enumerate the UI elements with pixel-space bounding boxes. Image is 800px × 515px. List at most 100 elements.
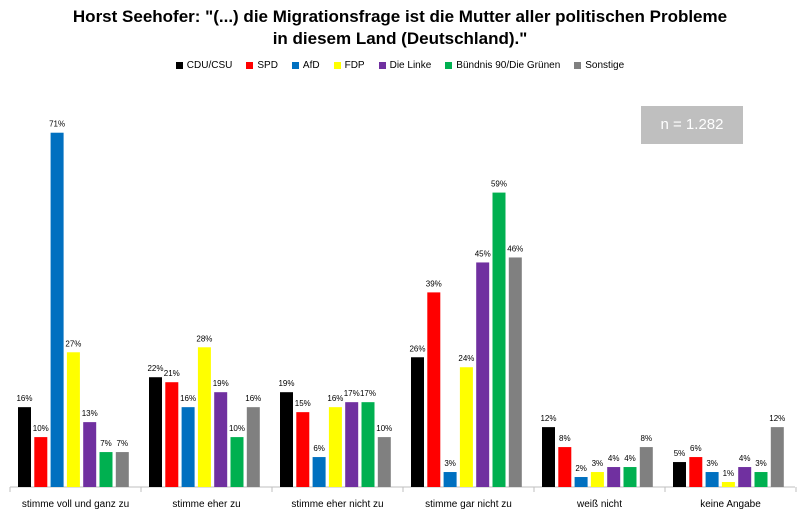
legend-item-4: Die Linke (378, 60, 431, 71)
data-label-5-1: 6% (690, 444, 702, 453)
legend-item-6: Sonstige (574, 60, 624, 71)
bar-3-6 (508, 257, 522, 487)
bar-5-3 (721, 482, 735, 487)
data-label-5-3: 1% (723, 469, 735, 478)
legend-swatch-6 (574, 62, 582, 69)
data-label-1-2: 16% (180, 394, 196, 403)
bar-3-1 (427, 292, 441, 487)
data-label-5-0: 5% (674, 449, 686, 458)
legend-item-0: CDU/CSU (175, 60, 233, 71)
bar-3-4 (476, 262, 490, 487)
bar-5-6 (770, 427, 784, 487)
bar-1-0 (149, 377, 162, 487)
data-label-2-3: 16% (327, 394, 343, 403)
data-label-1-4: 19% (213, 379, 229, 388)
data-label-1-6: 16% (245, 394, 261, 403)
bar-2-1 (296, 412, 310, 487)
bar-5-2 (705, 472, 719, 487)
category-label-1: stimme eher zu (172, 499, 240, 510)
data-label-1-3: 28% (196, 334, 212, 343)
bar-1-1 (165, 382, 179, 487)
bar-3-3 (459, 367, 473, 487)
data-label-4-4: 4% (608, 454, 620, 463)
data-label-5-2: 3% (706, 459, 718, 468)
legend-item-2: AfD (291, 60, 320, 71)
bar-2-0 (280, 392, 293, 487)
bar-5-5 (754, 472, 768, 487)
data-label-4-2: 2% (575, 464, 587, 473)
bar-1-5 (230, 437, 244, 487)
data-label-1-5: 10% (229, 424, 245, 433)
bar-3-0 (411, 357, 424, 487)
data-label-5-6: 12% (769, 414, 785, 423)
data-label-0-3: 27% (65, 339, 81, 348)
data-label-1-0: 22% (147, 364, 163, 373)
data-label-0-5: 7% (100, 439, 112, 448)
bar-2-6 (377, 437, 391, 487)
legend-label-5: Bündnis 90/Die Grünen (456, 60, 561, 71)
data-label-3-2: 3% (444, 459, 456, 468)
data-label-3-4: 45% (475, 249, 491, 258)
legend-label-2: AfD (302, 60, 320, 71)
data-label-2-4: 17% (344, 389, 360, 398)
category-label-4: weiß nicht (576, 499, 622, 510)
category-label-0: stimme voll und ganz zu (22, 499, 129, 510)
bar-4-4 (607, 467, 621, 487)
legend-swatch-5 (445, 62, 453, 69)
data-label-5-5: 3% (755, 459, 767, 468)
bar-1-3 (197, 347, 211, 487)
data-label-4-5: 4% (624, 454, 636, 463)
chart-title-line-2: in diesem Land (Deutschland)." (272, 29, 528, 48)
bar-0-1 (34, 437, 48, 487)
data-label-4-0: 12% (540, 414, 556, 423)
legend: CDU/CSU SPD AfD FDP Die Linke Bündnis 90/Die … (0, 60, 800, 71)
legend-swatch-4 (378, 62, 386, 69)
bar-1-4 (214, 392, 228, 487)
bar-0-2 (50, 132, 64, 487)
bar-3-5 (492, 192, 506, 487)
chart-title: Horst Seehofer: "(...) die Migrationsfra… (0, 6, 800, 50)
data-label-0-4: 13% (82, 409, 98, 418)
bar-0-0 (18, 407, 31, 487)
bar-3-2 (443, 472, 457, 487)
bar-4-5 (623, 467, 637, 487)
bar-1-2 (181, 407, 195, 487)
legend-item-3: FDP (333, 60, 365, 71)
bar-4-0 (542, 427, 555, 487)
data-label-2-1: 15% (295, 399, 311, 408)
data-label-0-1: 10% (33, 424, 49, 433)
bar-4-1 (558, 447, 572, 487)
category-label-2: stimme eher nicht zu (291, 499, 383, 510)
data-label-3-5: 59% (491, 180, 507, 189)
bar-0-3 (66, 352, 80, 487)
legend-item-5: Bündnis 90/Die Grünen (445, 60, 560, 71)
legend-label-6: Sonstige (585, 60, 625, 71)
data-label-0-0: 16% (16, 394, 32, 403)
data-label-5-4: 4% (739, 454, 751, 463)
data-label-2-6: 10% (376, 424, 392, 433)
data-label-3-6: 46% (507, 244, 523, 253)
bar-2-2 (312, 457, 326, 487)
legend-swatch-1 (246, 62, 254, 69)
bar-5-1 (689, 457, 703, 487)
category-label-5: keine Angabe (700, 499, 761, 510)
data-label-3-0: 26% (409, 344, 425, 353)
bar-0-6 (115, 452, 129, 487)
data-label-4-3: 3% (592, 459, 604, 468)
legend-label-0: CDU/CSU (186, 60, 233, 71)
bar-5-0 (673, 462, 686, 487)
legend-item-1: SPD (246, 60, 278, 71)
bar-4-3 (590, 472, 604, 487)
bar-0-5 (99, 452, 113, 487)
data-label-3-1: 39% (426, 279, 442, 288)
bar-2-5 (361, 402, 375, 487)
data-label-2-5: 17% (360, 389, 376, 398)
bar-5-4 (738, 467, 752, 487)
legend-label-3: FDP (344, 60, 365, 71)
chart-title-line-1: Horst Seehofer: "(...) die Migrationsfra… (72, 7, 728, 26)
data-label-4-1: 8% (559, 434, 571, 443)
legend-swatch-2 (291, 62, 299, 69)
bar-0-4 (83, 422, 97, 487)
bar-2-3 (328, 407, 342, 487)
